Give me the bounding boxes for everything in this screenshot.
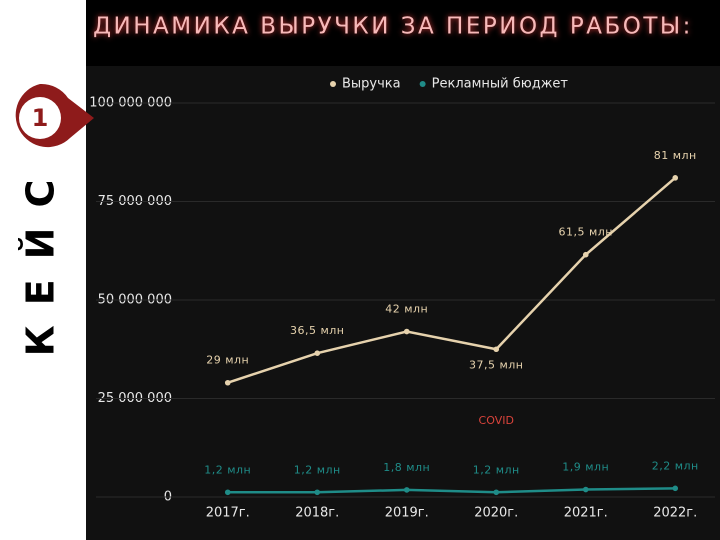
data-point [672, 485, 679, 492]
value-label: 1,2 млн [204, 463, 251, 476]
badge-inner [19, 97, 61, 139]
series-line [227, 176, 677, 384]
data-point [224, 379, 231, 386]
legend-swatch [419, 81, 426, 87]
data-point [493, 489, 500, 496]
x-tick-label: 2017г. [206, 506, 250, 521]
data-point [582, 486, 589, 493]
x-tick-label: 2020г. [474, 506, 518, 521]
x-tick-label: 2018г. [295, 506, 339, 521]
data-point [493, 346, 500, 353]
value-label: 1,2 млн [294, 463, 341, 476]
x-tick-label: 2019г. [385, 506, 429, 521]
data-point [314, 489, 321, 496]
data-point [582, 251, 589, 258]
chart-title: ДИНАМИКА ВЫРУЧКИ ЗА ПЕРИОД РАБОТЫ: [93, 14, 693, 40]
data-point [403, 328, 410, 335]
data-point [403, 487, 410, 493]
badge-number: 1 [32, 104, 49, 132]
legend-label: Рекламный бюджет [432, 77, 569, 92]
side-label: КЕЙС [19, 160, 63, 357]
series-line [227, 487, 676, 494]
value-label: 42 млн [385, 303, 428, 316]
value-label: 2,2 млн [652, 459, 699, 472]
x-tick-label: 2022г. [653, 506, 697, 521]
chart-panel [86, 66, 720, 540]
data-point [224, 489, 231, 496]
data-point [314, 350, 321, 356]
value-label: 1,9 млн [562, 461, 609, 474]
value-label: 36,5 млн [290, 324, 345, 337]
data-point [672, 175, 679, 181]
value-label: 1,2 млн [473, 463, 520, 476]
x-tick-label: 2021г. [564, 506, 608, 521]
value-label: 1,8 млн [383, 461, 430, 474]
value-label: 61,5 млн [558, 226, 613, 239]
value-label: 29 млн [206, 354, 249, 367]
value-label: 37,5 млн [469, 358, 524, 371]
legend-swatch [330, 81, 336, 87]
value-label: 81 млн [654, 149, 697, 162]
annotation: COVID [479, 414, 514, 427]
legend-label: Выручка [342, 77, 401, 92]
